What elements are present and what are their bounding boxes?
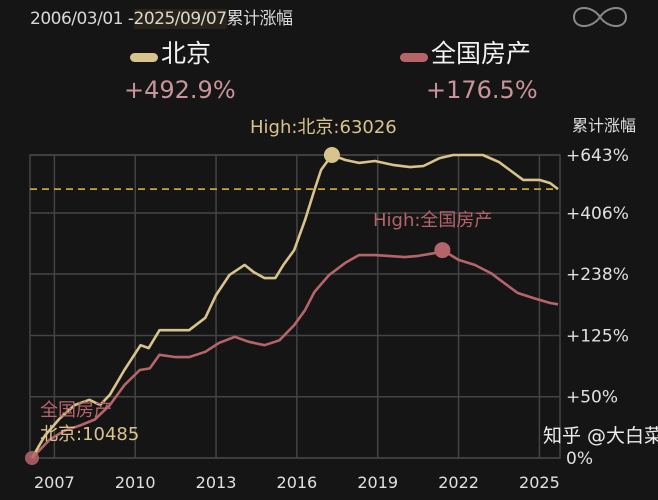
- y-tick-label: +406%: [566, 204, 629, 224]
- series-line-beijing: [30, 153, 559, 459]
- x-tick-label: 2025: [519, 473, 560, 492]
- x-tick-label: 2022: [438, 473, 479, 492]
- low-label-beijing: 北京:10485: [40, 424, 139, 445]
- legend-value-national: +176.5%: [426, 76, 538, 104]
- y-tick-label: +125%: [566, 326, 629, 346]
- legend-item-national[interactable]: 全国房产: [400, 34, 531, 70]
- legend-label: 全国房产: [431, 39, 532, 68]
- low-marker: [25, 451, 39, 465]
- legend-item-beijing[interactable]: 北京: [130, 34, 211, 70]
- range-end: 2025/09/07: [133, 9, 227, 29]
- y-tick-label: 0%: [566, 449, 593, 469]
- low-label-national: 全国房产: [40, 400, 112, 421]
- y-tick-label: +50%: [566, 388, 618, 408]
- date-range-title: 2006/03/01 -2025/09/07累计涨幅: [30, 4, 293, 29]
- high-label-national: High:全国房产: [373, 210, 492, 231]
- legend-label: 北京: [161, 39, 212, 68]
- y-tick-label: +643%: [566, 146, 629, 166]
- infinity-icon[interactable]: [568, 0, 632, 38]
- high-marker-beijing: [323, 147, 340, 163]
- series-line-national: [31, 248, 559, 459]
- y-tick-label: +238%: [566, 265, 629, 285]
- x-tick-label: 2019: [357, 473, 398, 492]
- legend-swatch-beijing: [130, 53, 158, 62]
- x-tick-label: 2013: [196, 473, 237, 492]
- y-axis-label: 累计涨幅: [572, 116, 637, 135]
- x-tick-label: 2010: [115, 473, 156, 492]
- range-start: 2006/03/01 -: [30, 9, 134, 29]
- high-label-beijing: High:北京:63026: [250, 117, 397, 138]
- high-marker-national: [434, 242, 451, 259]
- legend-value-beijing: +492.9%: [124, 76, 236, 104]
- watermark: 知乎 @大白菜: [543, 425, 658, 447]
- x-tick-label: 2016: [277, 473, 318, 492]
- x-tick-label: 2007: [34, 473, 75, 492]
- legend-swatch-national: [400, 53, 428, 62]
- range-suffix: 累计涨幅: [226, 9, 294, 29]
